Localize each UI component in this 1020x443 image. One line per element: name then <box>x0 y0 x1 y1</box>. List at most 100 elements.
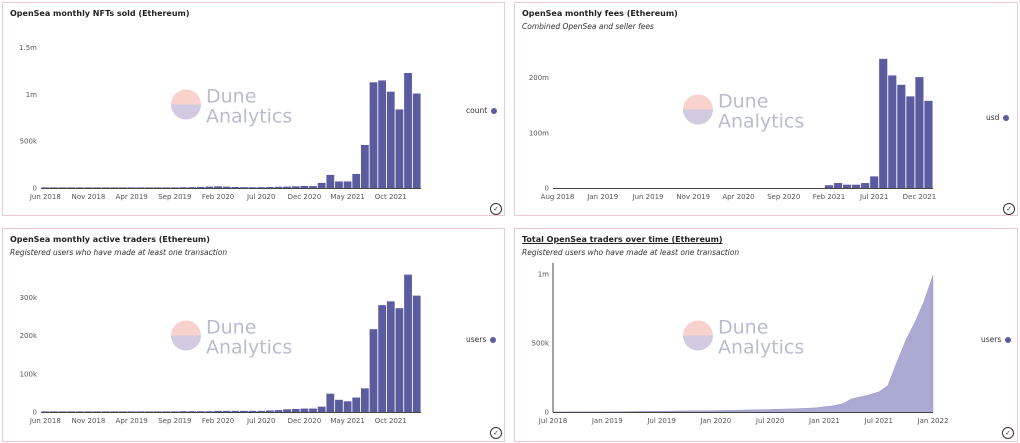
bar <box>386 91 395 188</box>
x-tick-label: May 2021 <box>330 417 365 425</box>
bar <box>378 305 387 412</box>
x-tick-label: Apr 2020 <box>722 193 754 201</box>
bar <box>283 409 292 412</box>
bar <box>240 187 248 188</box>
bar <box>214 410 222 412</box>
watermark-logo-half <box>683 335 713 351</box>
bar <box>335 399 343 412</box>
legend-label: users <box>981 335 1002 344</box>
bar <box>84 411 93 412</box>
chart-title-link[interactable]: Total OpenSea traders over time (Ethereu… <box>522 235 723 244</box>
x-tick-label: Feb 2020 <box>202 417 234 425</box>
chart-panel-total-traders: Total OpenSea traders over time (Ethereu… <box>514 228 1018 442</box>
bar <box>309 186 317 188</box>
bar <box>897 84 906 188</box>
check-circle-icon[interactable]: ✓ <box>1002 427 1014 439</box>
legend-label: users <box>466 335 487 344</box>
x-tick-label: Jul 2019 <box>646 417 676 425</box>
bar <box>326 393 335 412</box>
watermark-text-2: Analytics <box>718 111 804 133</box>
watermark-text-1: Dune <box>718 91 768 113</box>
bar <box>824 185 834 188</box>
x-tick-label: May 2021 <box>330 193 365 201</box>
bar <box>222 410 231 412</box>
bar <box>58 411 67 412</box>
bar <box>170 187 179 188</box>
bar <box>231 187 240 188</box>
y-tick-label: 200m <box>529 74 549 82</box>
bar <box>412 93 421 188</box>
y-tick-label: 0 <box>545 409 549 417</box>
bar <box>110 411 119 412</box>
bar <box>119 411 127 412</box>
bar <box>395 109 404 188</box>
bar <box>360 388 369 412</box>
x-tick-label: Oct 2021 <box>375 193 407 201</box>
y-tick-label: 0 <box>33 185 37 193</box>
bar <box>196 186 205 188</box>
bar <box>231 410 240 412</box>
x-tick-label: Jun 2018 <box>29 417 61 425</box>
bar <box>833 183 843 188</box>
chart-subtitle: Registered users who have made at least … <box>10 248 228 257</box>
bar <box>257 187 266 188</box>
bar <box>369 82 378 188</box>
bar <box>248 187 257 188</box>
bar <box>101 411 110 412</box>
bar <box>110 187 119 188</box>
x-tick-label: Dec 2020 <box>288 193 322 201</box>
y-tick-label: 1.5m <box>19 44 37 52</box>
bar <box>404 72 412 188</box>
bar <box>879 58 888 188</box>
y-tick-label: 100m <box>529 129 549 137</box>
chart-subtitle: Registered users who have made at least … <box>522 248 740 257</box>
chart-legend: count <box>466 106 498 115</box>
bar <box>162 411 171 412</box>
x-tick-label: Jan 2019 <box>591 417 623 425</box>
legend-dot <box>1003 115 1010 121</box>
legend-label: usd <box>986 113 1000 122</box>
x-tick-label: Jan 2022 <box>917 417 949 425</box>
bar <box>861 183 870 188</box>
bar <box>343 181 352 188</box>
bar <box>93 187 102 188</box>
bar <box>162 187 171 188</box>
x-tick-label: Sep 2019 <box>158 193 191 201</box>
bar <box>395 308 404 412</box>
bar <box>153 187 162 188</box>
bar <box>101 187 110 188</box>
bar <box>205 411 214 412</box>
chart-title: OpenSea monthly active traders (Ethereum… <box>10 235 210 244</box>
x-tick-label: Nov 2018 <box>72 193 106 201</box>
check-circle-icon[interactable]: ✓ <box>490 203 502 215</box>
x-tick-label: Jan 2019 <box>586 193 618 201</box>
check-circle-icon[interactable]: ✓ <box>490 427 502 439</box>
bar <box>58 187 67 188</box>
bar <box>153 411 162 412</box>
bar <box>274 410 283 412</box>
x-tick-label: Feb 2021 <box>813 193 845 201</box>
y-tick-label: 100k <box>20 370 38 378</box>
bar <box>127 187 136 188</box>
bar <box>265 187 274 188</box>
watermark-text-1: Dune <box>206 86 256 108</box>
x-tick-label: Jul 2021 <box>863 417 893 425</box>
bar <box>145 187 153 188</box>
x-tick-label: Jun 2019 <box>632 193 664 201</box>
bar <box>50 187 58 188</box>
x-tick-label: Dec 2021 <box>903 193 937 201</box>
bar <box>257 410 266 412</box>
check-circle-icon[interactable]: ✓ <box>1003 203 1015 215</box>
bar <box>136 411 145 412</box>
x-tick-label: Jul 2020 <box>755 417 785 425</box>
area-series <box>552 275 934 413</box>
watermark-text-2: Analytics <box>206 337 292 359</box>
bar <box>196 411 205 412</box>
y-tick-label: 0 <box>33 409 37 417</box>
legend-dot <box>491 108 498 114</box>
watermark-text-2: Analytics <box>718 337 804 359</box>
bar <box>188 411 197 412</box>
